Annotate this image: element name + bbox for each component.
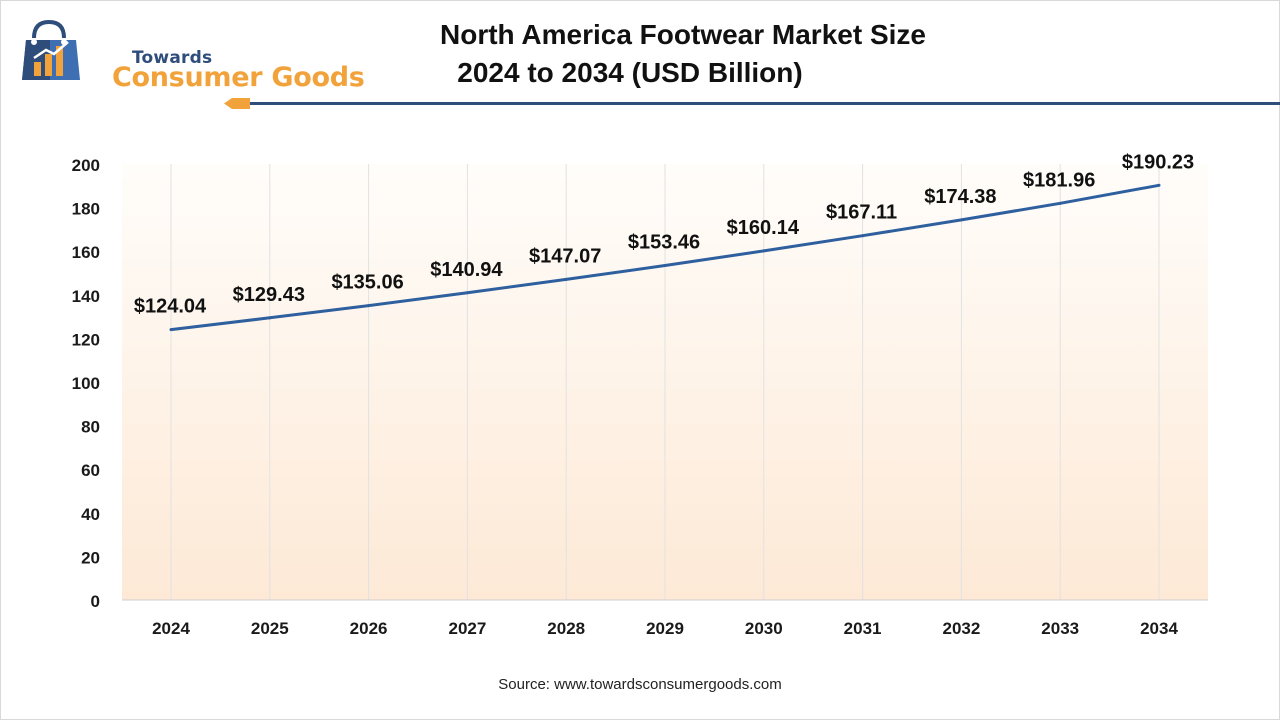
data-point: [861, 234, 865, 238]
y-tick-label: 20: [81, 548, 100, 567]
data-point: [959, 218, 963, 222]
data-label: $190.23: [1122, 151, 1194, 173]
data-point: [762, 249, 766, 253]
chart-title: North America Footwear Market Size 2024 …: [440, 16, 926, 92]
x-tick-label: 2025: [251, 619, 289, 638]
data-point: [169, 328, 173, 332]
x-tick-label: 2026: [350, 619, 388, 638]
y-tick-label: 120: [72, 330, 100, 349]
x-tick-label: 2034: [1140, 619, 1178, 638]
y-tick-label: 100: [72, 374, 100, 393]
source-note: Source: www.towardsconsumergoods.com: [498, 676, 782, 693]
x-tick-label: 2032: [942, 619, 980, 638]
brand-logo: Towards Consumer Goods: [20, 18, 380, 93]
data-label: $135.06: [331, 272, 403, 294]
y-tick-label: 140: [72, 287, 100, 306]
header-divider: [224, 98, 1280, 109]
data-label: $181.96: [1023, 169, 1095, 191]
data-point: [1058, 201, 1062, 205]
data-point: [268, 316, 272, 320]
data-label: $147.07: [529, 245, 601, 267]
x-tick-label: 2029: [646, 619, 684, 638]
x-tick-label: 2033: [1041, 619, 1079, 638]
y-axis-ticks: 0 20 40 60 80 100 120 140 160 180 200: [72, 156, 100, 611]
y-tick-label: 40: [81, 505, 100, 524]
grid-lines: [170, 164, 1160, 600]
brand-name-main: Consumer Goods: [112, 62, 365, 93]
y-tick-label: 60: [81, 461, 100, 480]
series-layer: [169, 183, 1161, 332]
shopping-bag-icon: [22, 19, 80, 80]
x-tick-label: 2028: [547, 619, 585, 638]
data-point: [663, 263, 667, 267]
x-tick-label: 2027: [448, 619, 486, 638]
data-label: $174.38: [924, 186, 996, 208]
y-tick-label: 0: [91, 592, 100, 611]
data-point: [465, 291, 469, 295]
y-tick-label: 80: [81, 418, 100, 437]
data-label: $129.43: [233, 284, 305, 306]
chart-title-line-1: North America Footwear Market Size: [440, 19, 926, 50]
y-tick-label: 200: [72, 156, 100, 175]
data-point: [564, 277, 568, 281]
y-tick-label: 160: [72, 243, 100, 262]
chart-title-line-2: 2024 to 2034 (USD Billion): [457, 57, 803, 88]
data-labels: $124.04 $129.43 $135.06 $140.94 $147.07 $153.…: [134, 151, 1194, 317]
data-label: $124.04: [134, 296, 207, 318]
data-label: $140.94: [430, 259, 503, 281]
x-tick-label: 2024: [152, 619, 190, 638]
data-point: [1157, 183, 1161, 187]
data-label: $153.46: [628, 231, 700, 253]
data-label: $167.11: [826, 202, 897, 224]
x-tick-label: 2031: [844, 619, 882, 638]
x-axis-ticks: 2024 2025 2026 2027 2028 2029 2030 2031 2032 2033…: [152, 619, 1178, 638]
data-point: [367, 304, 371, 308]
data-label: $160.14: [727, 217, 800, 239]
x-tick-label: 2030: [745, 619, 783, 638]
y-tick-label: 180: [72, 200, 100, 219]
line-chart: 0 20 40 60 80 100 120 140 160 180 200 2024 2025 2026…: [72, 151, 1208, 638]
brand-name-top: Towards: [132, 48, 213, 68]
